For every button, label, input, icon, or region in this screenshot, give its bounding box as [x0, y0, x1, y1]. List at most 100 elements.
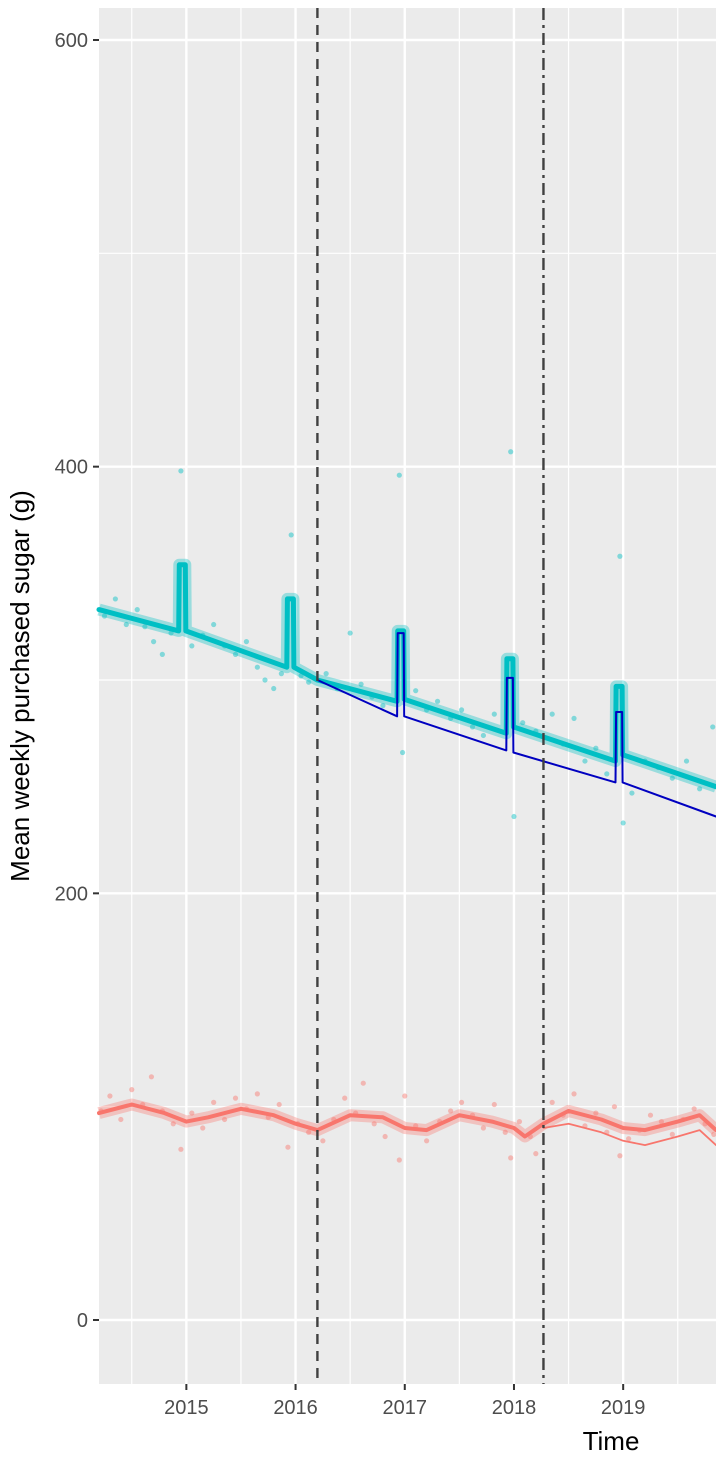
data-point-teal	[211, 621, 217, 628]
data-point-teal	[396, 472, 402, 478]
data-point-teal	[571, 715, 577, 722]
data-point-red	[669, 1131, 675, 1137]
data-point-teal	[262, 677, 268, 683]
intervention-lines	[316, 8, 545, 1384]
data-point-red	[396, 1157, 402, 1163]
data-point-red	[189, 1110, 195, 1116]
data-point-teal	[434, 698, 441, 704]
data-point-teal	[399, 749, 406, 756]
data-point-teal	[358, 681, 364, 687]
x-tick-label: 2015	[164, 1397, 209, 1419]
plot-panel	[99, 8, 716, 1384]
data-point-red	[711, 1131, 716, 1137]
x-tick-label: 2018	[492, 1397, 537, 1419]
data-point-red	[516, 1119, 523, 1125]
data-point-red	[148, 1074, 155, 1080]
data-point-teal	[347, 630, 353, 636]
y-axis-title: Mean weekly purchased sugar (g)	[5, 490, 35, 882]
data-point-teal	[549, 711, 555, 717]
data-point-red	[491, 1101, 497, 1108]
data-point-red	[107, 1093, 113, 1099]
data-point-teal	[278, 671, 284, 677]
data-point-teal	[134, 607, 140, 613]
data-point-red	[458, 1099, 465, 1105]
series-line-red_counterfactual	[542, 1122, 716, 1146]
data-point-red	[658, 1119, 664, 1125]
data-point-red	[254, 1091, 260, 1097]
data-point-red	[320, 1138, 326, 1144]
data-point-red	[371, 1121, 377, 1127]
data-point-red	[211, 1099, 217, 1105]
data-point-teal	[508, 449, 514, 455]
data-point-teal	[271, 685, 277, 692]
data-point-teal	[620, 820, 626, 826]
data-point-teal	[123, 621, 129, 628]
y-tick-label: 400	[55, 457, 88, 479]
y-tick-label: 200	[55, 883, 88, 905]
data-point-teal	[380, 703, 386, 709]
data-point-red	[285, 1144, 291, 1150]
data-point-red	[221, 1116, 228, 1123]
data-point-teal	[243, 639, 250, 645]
data-point-red	[571, 1091, 577, 1097]
data-point-red	[593, 1110, 599, 1116]
data-point-teal	[178, 468, 184, 474]
data-point-teal	[323, 671, 329, 677]
data-point-teal	[683, 758, 690, 764]
data-point-teal	[593, 745, 599, 751]
data-point-red	[276, 1101, 282, 1108]
data-point-teal	[520, 720, 526, 726]
data-point-teal	[159, 651, 165, 658]
data-point-red	[549, 1099, 555, 1105]
data-point-teal	[491, 711, 497, 717]
data-point-red	[178, 1146, 184, 1152]
x-axis-title: Time	[583, 1426, 640, 1456]
data-point-teal	[511, 813, 517, 820]
data-point-red	[617, 1153, 623, 1159]
data-point-red	[647, 1112, 654, 1118]
data-point-red	[129, 1087, 135, 1093]
data-point-red	[232, 1095, 239, 1101]
data-point-teal	[669, 775, 675, 781]
data-point-teal	[629, 790, 635, 796]
series-line-red_fitted	[97, 1102, 716, 1139]
data-point-teal	[413, 688, 419, 694]
data-point-red	[448, 1108, 454, 1114]
data-point-red	[480, 1125, 486, 1131]
grid-lines	[99, 8, 716, 1384]
data-point-teal	[480, 732, 486, 739]
y-tick-label: 0	[77, 1310, 88, 1332]
data-point-teal	[151, 639, 157, 645]
data-point-teal	[582, 758, 588, 764]
data-point-red	[306, 1129, 312, 1135]
data-point-teal	[697, 786, 703, 792]
series-line-teal_counterfactual	[316, 632, 716, 818]
series-lines	[96, 562, 716, 1146]
data-point-teal	[101, 613, 108, 619]
data-point-red	[118, 1116, 124, 1123]
data-point-teal	[288, 532, 294, 538]
data-point-teal	[710, 724, 716, 730]
data-point-red	[533, 1151, 539, 1157]
data-point-red	[626, 1136, 632, 1142]
data-point-red	[170, 1121, 176, 1127]
data-point-teal	[142, 624, 148, 630]
data-point-red	[360, 1080, 366, 1086]
data-point-red	[402, 1093, 408, 1099]
data-point-teal	[306, 679, 312, 685]
data-point-teal	[112, 596, 118, 602]
data-point-teal	[604, 771, 610, 777]
data-point-red	[611, 1104, 618, 1110]
data-point-red	[200, 1125, 206, 1131]
x-tick-label: 2016	[273, 1397, 318, 1419]
data-point-teal	[232, 651, 239, 658]
x-tick-label: 2019	[601, 1397, 646, 1419]
data-point-red	[508, 1155, 514, 1161]
data-point-red	[424, 1138, 430, 1144]
data-point-red	[691, 1106, 697, 1112]
data-point-red	[342, 1095, 348, 1101]
data-point-teal	[254, 664, 260, 670]
data-point-teal	[189, 643, 195, 649]
data-point-teal	[617, 553, 623, 559]
